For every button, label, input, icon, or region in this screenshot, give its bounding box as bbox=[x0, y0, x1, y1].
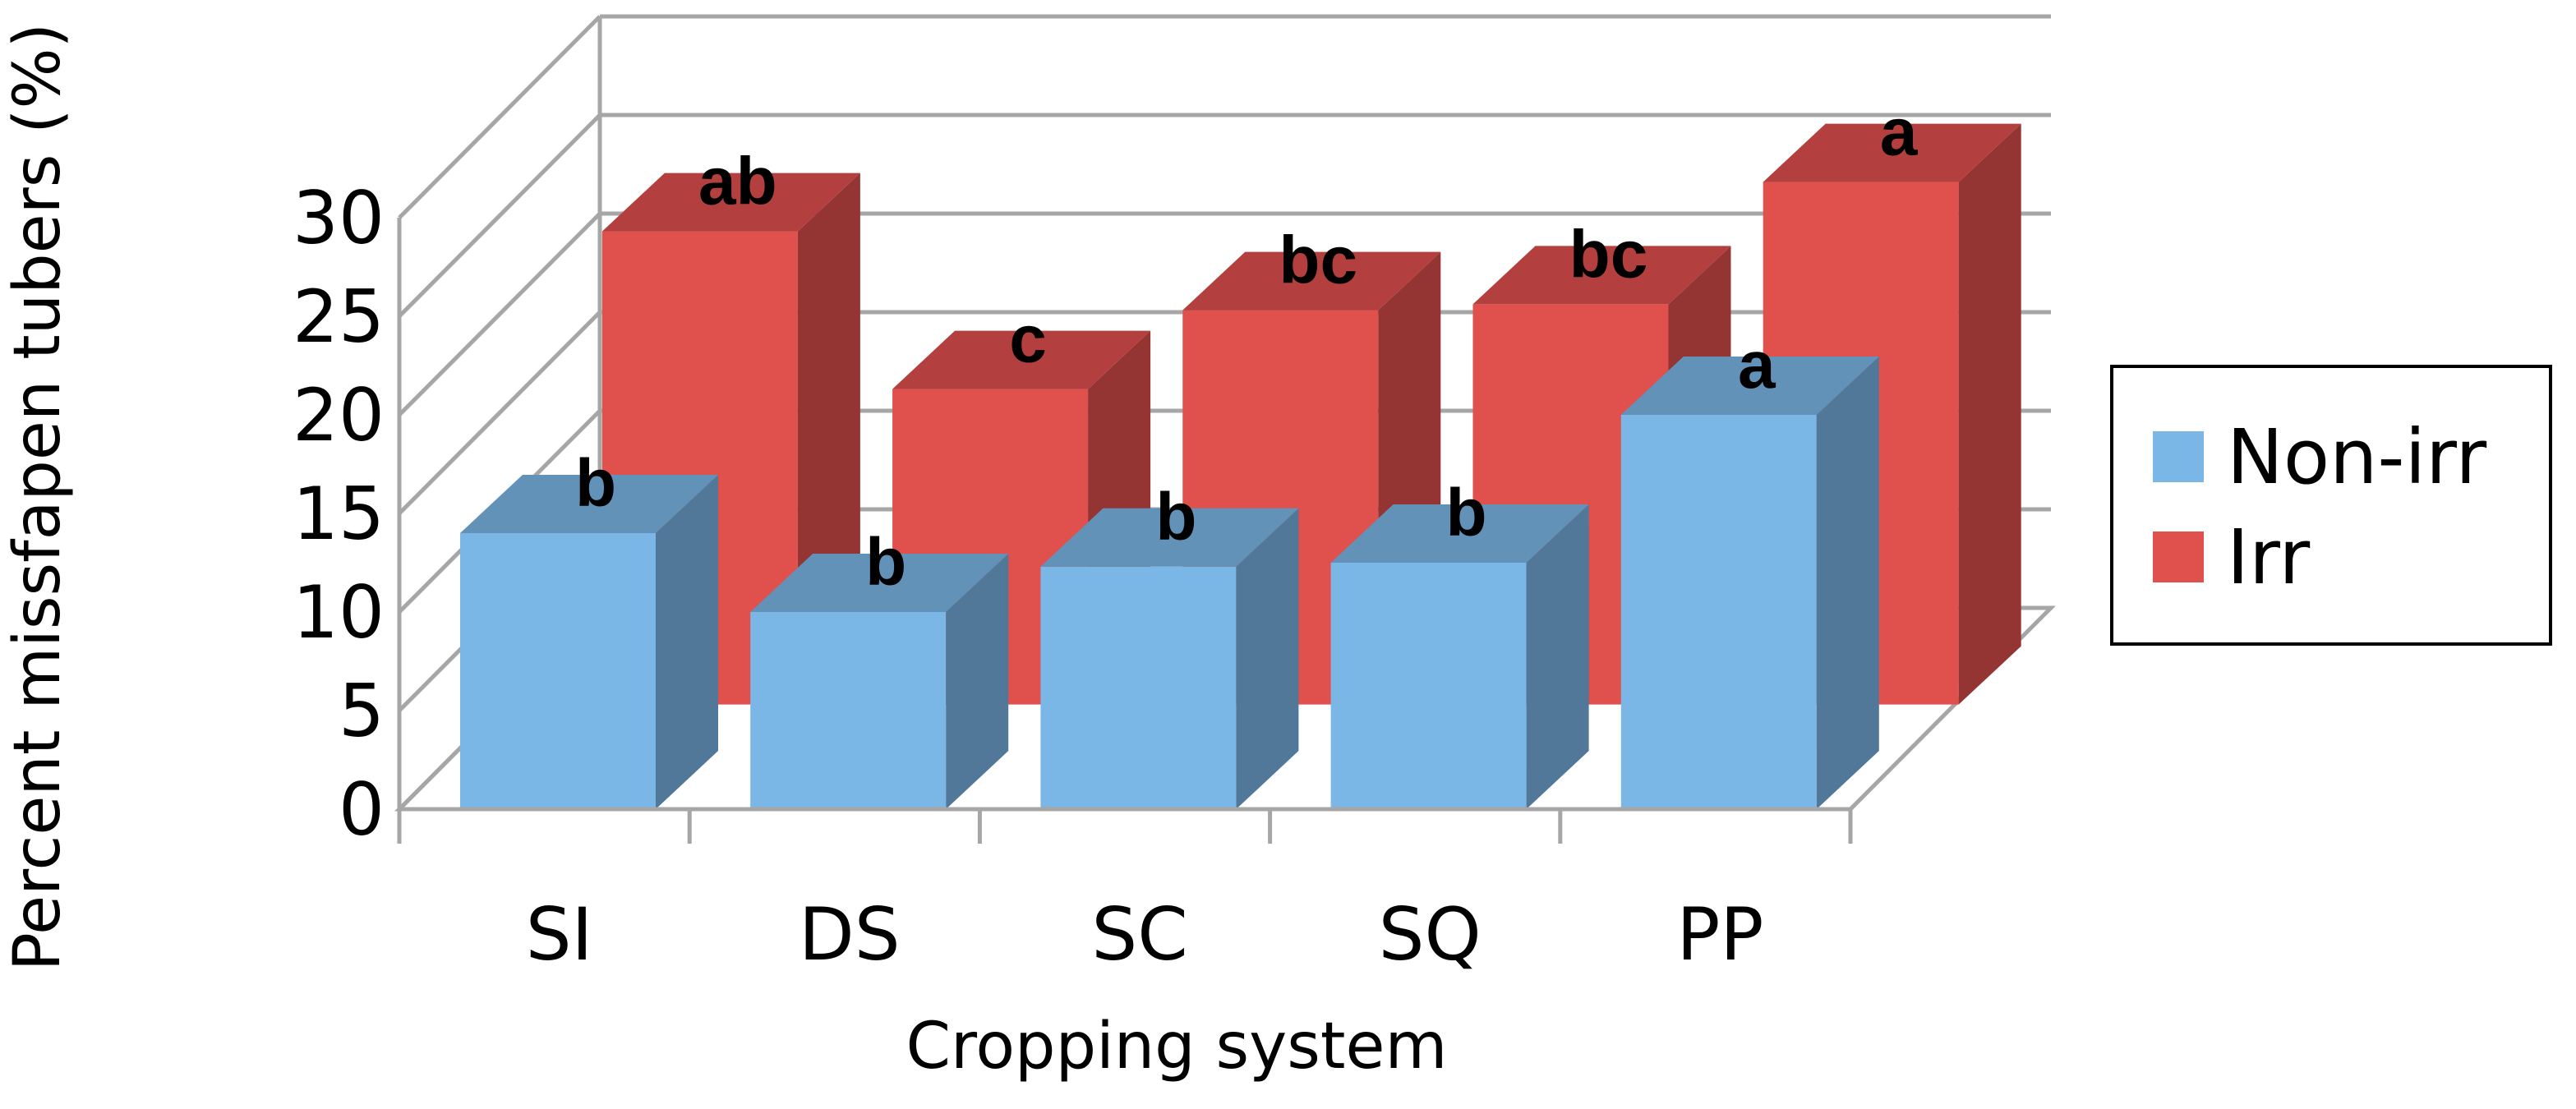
y-axis-tick-labels: 0 5 10 15 20 25 30 bbox=[293, 176, 385, 852]
bar-significance-label: a bbox=[1880, 95, 1919, 170]
bar-non-irr-pp: a bbox=[1620, 328, 1879, 809]
bar-side-face bbox=[1958, 123, 2021, 705]
bar-top-face bbox=[1182, 251, 1441, 311]
bar-top-face bbox=[460, 475, 718, 533]
bar-side-face bbox=[946, 554, 1009, 809]
bar-front-face bbox=[1040, 566, 1237, 809]
y-tick-label: 25 bbox=[293, 274, 385, 359]
bar-non-irr-si: b bbox=[460, 446, 718, 809]
bar-non-irr-sc: b bbox=[1040, 480, 1299, 809]
bar-front-face bbox=[1330, 563, 1527, 809]
x-tick-label: SQ bbox=[1379, 892, 1482, 977]
bar-non-irr-ds: b bbox=[750, 525, 1009, 809]
side-gridline bbox=[398, 311, 601, 515]
bar-significance-label: a bbox=[1738, 328, 1776, 403]
bar-significance-label: bc bbox=[1569, 217, 1648, 292]
y-tick-label: 30 bbox=[293, 176, 385, 260]
legend-item-non-irr: Non-irr bbox=[2153, 412, 2487, 501]
bar-top-face bbox=[892, 330, 1151, 389]
side-gridline bbox=[398, 15, 601, 219]
bar-significance-label: b bbox=[865, 525, 906, 600]
bar-top-face bbox=[1472, 246, 1731, 305]
bar-top-face bbox=[1620, 357, 1879, 415]
y-tick-label: 10 bbox=[293, 570, 385, 655]
y-tick-label: 15 bbox=[293, 472, 385, 556]
bar-top-face bbox=[750, 554, 1009, 612]
side-gridline bbox=[398, 212, 601, 416]
bar-top-face bbox=[1763, 123, 2021, 182]
bar-top-face bbox=[601, 173, 860, 232]
legend-label-irr: Irr bbox=[2227, 513, 2311, 601]
y-tick-label: 5 bbox=[339, 669, 385, 753]
x-tick-label: SC bbox=[1091, 892, 1187, 977]
x-axis-title: Cropping system bbox=[906, 1010, 1448, 1084]
x-tick-label: DS bbox=[799, 892, 901, 977]
y-tick-label: 20 bbox=[293, 373, 385, 458]
x-tick-label: PP bbox=[1676, 892, 1763, 977]
side-gridline bbox=[398, 113, 601, 318]
bar-significance-label: bc bbox=[1279, 223, 1357, 298]
bar-top-face bbox=[1330, 504, 1589, 563]
y-axis-title: Percent missfapen tubers (%) bbox=[1, 23, 75, 971]
bar-front-face bbox=[750, 612, 947, 809]
bar-side-face bbox=[1526, 504, 1589, 809]
bar-non-irr-sq: b bbox=[1330, 476, 1589, 809]
chart-legend: Non-irr Irr bbox=[2110, 365, 2552, 646]
bar-significance-label: b bbox=[1155, 480, 1196, 554]
bar-side-face bbox=[1236, 508, 1299, 809]
x-axis: SI DS SC SQ PP bbox=[397, 807, 1853, 977]
y-tick-label: 0 bbox=[339, 767, 385, 852]
legend-swatch-non-irr bbox=[2153, 431, 2204, 482]
bar-front-face bbox=[1620, 415, 1817, 809]
bar-significance-label: c bbox=[1009, 302, 1047, 377]
bar-significance-label: b bbox=[1446, 476, 1487, 550]
bar-side-face bbox=[1816, 357, 1879, 809]
x-tick-label: SI bbox=[526, 892, 593, 977]
bar-side-face bbox=[656, 475, 718, 809]
bar-significance-label: ab bbox=[698, 145, 777, 219]
bar-significance-label: b bbox=[575, 446, 616, 521]
legend-item-irr: Irr bbox=[2153, 513, 2311, 601]
legend-label-non-irr: Non-irr bbox=[2227, 412, 2487, 501]
bar-front-face bbox=[460, 533, 656, 809]
legend-swatch-irr bbox=[2153, 531, 2204, 582]
bar-top-face bbox=[1040, 508, 1299, 567]
